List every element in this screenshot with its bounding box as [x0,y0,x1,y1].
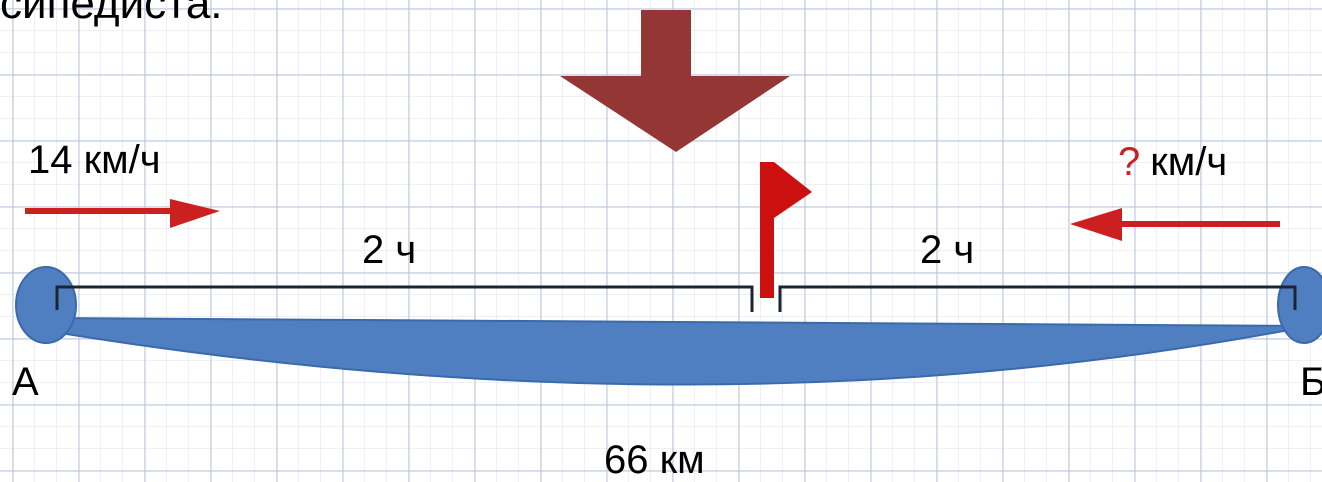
right-speed-unit: км/ч [1150,140,1228,184]
point-b-marker [1277,266,1322,344]
right-speed-label: ? км/ч [1118,142,1227,182]
left-arrow-icon [1070,208,1280,241]
distance-label: 66 км [604,438,705,482]
left-time-bracket [55,285,754,312]
left-time-label: 2 ч [362,228,417,272]
right-arrow-icon [25,199,220,228]
road-shape [42,316,1311,386]
point-a-label: А [12,360,39,404]
point-a-marker [15,266,77,344]
meeting-flag-icon [760,162,812,298]
unknown-speed-mark: ? [1118,140,1141,184]
right-time-label: 2 ч [920,228,975,272]
right-time-bracket [778,285,1297,312]
down-arrow-icon [560,10,790,152]
problem-heading: сипедиста. [0,0,223,28]
point-b-label: Б [1300,360,1322,404]
left-speed-label: 14 км/ч [28,138,161,182]
